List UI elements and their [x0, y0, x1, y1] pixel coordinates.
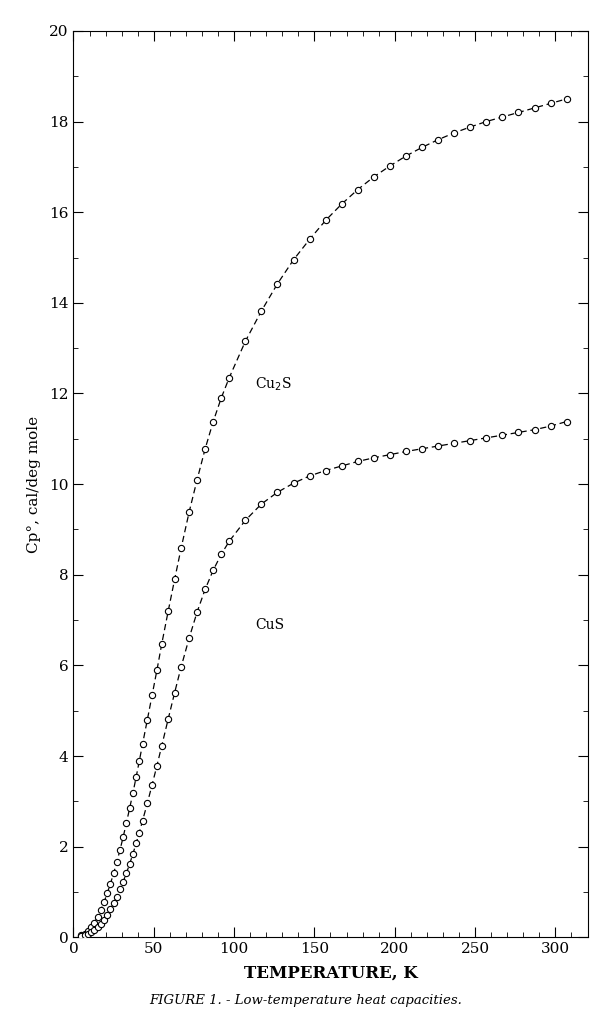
Text: FIGURE 1. - Low-temperature heat capacities.: FIGURE 1. - Low-temperature heat capacit…: [149, 994, 463, 1007]
Y-axis label: Cp°, cal/deg mole: Cp°, cal/deg mole: [27, 415, 41, 553]
Text: Cu$_2$S: Cu$_2$S: [255, 376, 292, 393]
X-axis label: TEMPERATURE, K: TEMPERATURE, K: [244, 964, 417, 982]
Text: CuS: CuS: [255, 618, 284, 632]
